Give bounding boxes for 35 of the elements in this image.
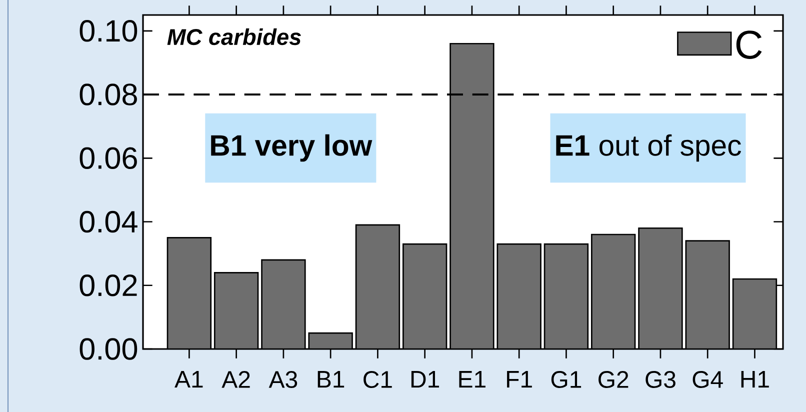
bar [214, 272, 258, 349]
bar [262, 260, 306, 349]
x-tick-label: A2 [222, 371, 250, 388]
y-tick-label: 0.00 [80, 338, 138, 360]
y-tick-label: 0.04 [80, 210, 138, 233]
bar [497, 244, 541, 349]
bar [168, 238, 211, 349]
x-tick-label: G3 [646, 371, 676, 388]
x-tick-label: G4 [692, 371, 723, 388]
annotation: E1 out of spec [556, 134, 741, 162]
x-tick-label: D1 [411, 371, 439, 388]
x-tick-label: C1 [364, 371, 392, 388]
y-tick-label: 0.06 [80, 147, 137, 169]
bar [686, 240, 730, 349]
x-tick-label: A3 [268, 371, 298, 388]
y-tick-label: 0.10 [80, 20, 138, 42]
x-tick-label: H1 [741, 371, 769, 388]
x-tick-label: E1 [459, 371, 486, 388]
chart-title: MC carbides [167, 28, 301, 46]
bar [592, 234, 636, 349]
x-tick-label: G2 [598, 371, 628, 388]
x-tick-label: B1 [318, 371, 344, 388]
x-tick-label: F1 [507, 371, 532, 388]
bar [403, 244, 447, 349]
x-tick-label: G1 [551, 371, 582, 388]
legend-label: C [736, 30, 762, 59]
y-tick-label: 0.08 [80, 84, 137, 106]
bar [450, 44, 494, 349]
bar [544, 244, 588, 349]
bar [638, 228, 682, 349]
bar [356, 224, 400, 349]
annotation: B1 very low [211, 134, 372, 162]
y-tick-label: 0.02 [80, 274, 137, 296]
bar [732, 278, 778, 349]
x-tick-label: A1 [174, 371, 203, 388]
